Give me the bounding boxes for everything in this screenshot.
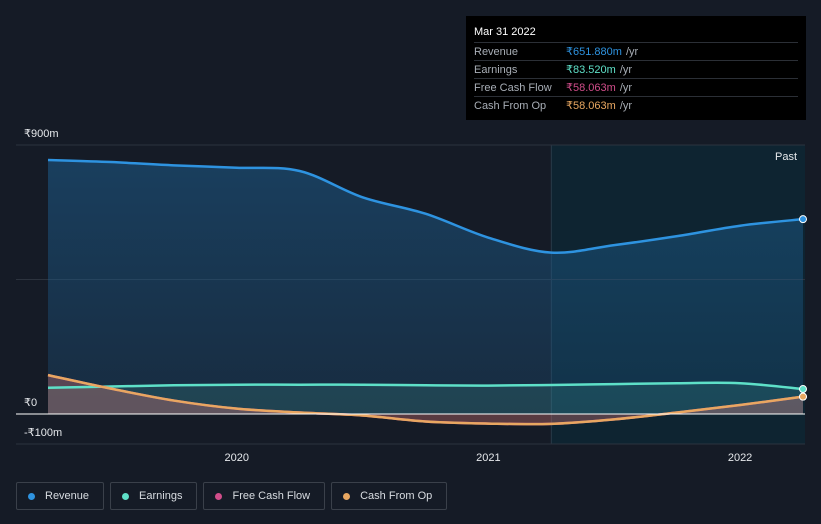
cash-from-op-line: [47, 373, 804, 426]
revenue-line: [47, 158, 804, 254]
tooltip-value: ₹651.880m: [566, 46, 622, 58]
earnings-area: [48, 382, 803, 414]
legend-label: Cash From Op: [360, 490, 433, 502]
cash-from-op-area: [48, 375, 803, 425]
tooltip-label: Cash From Op: [474, 99, 547, 112]
x-tick-label: 2021: [476, 452, 500, 464]
tooltip-label: Revenue: [474, 45, 519, 58]
tooltip-unit: /yr: [619, 99, 633, 112]
earnings-end-point: [799, 385, 807, 394]
past-label: Past: [775, 151, 797, 163]
legend-label: Revenue: [45, 490, 90, 502]
tooltip-unit: /yr: [619, 81, 633, 94]
tooltip-date: Mar 31 2022: [474, 26, 536, 38]
earnings-dot-icon: [122, 492, 130, 500]
y-tick-label: ₹900m: [24, 128, 59, 140]
legend: Revenue Earnings Free Cash Flow Cash Fro…: [16, 482, 448, 510]
x-tick-label: 2020: [225, 452, 249, 464]
revenue-end-point: [799, 215, 807, 224]
tooltip-row-cash-from-op: Cash From Op ₹58.063m /yr: [474, 96, 798, 114]
tooltip-row-revenue: Revenue ₹651.880m /yr: [474, 42, 798, 60]
revenue-area: [48, 159, 803, 414]
legend-label: Earnings: [139, 490, 183, 502]
tooltip-label: Free Cash Flow: [474, 81, 552, 94]
tooltip-unit: /yr: [625, 45, 639, 58]
revenue-dot-icon: [28, 492, 35, 500]
legend-item-earnings[interactable]: Earnings: [110, 482, 198, 510]
legend-item-revenue[interactable]: Revenue: [16, 482, 105, 510]
tooltip-unit: /yr: [619, 63, 633, 76]
cash-from-op-dot-icon: [343, 492, 351, 500]
tooltip-value: ₹83.520m: [566, 64, 616, 76]
legend-item-cash-from-op[interactable]: Cash From Op: [331, 482, 448, 510]
earnings-line: [47, 381, 804, 391]
tooltip-row-earnings: Earnings ₹83.520m /yr: [474, 60, 798, 78]
y-tick-label: ₹0: [24, 397, 37, 409]
legend-label: Free Cash Flow: [232, 490, 311, 502]
tooltip-row-free-cash-flow: Free Cash Flow ₹58.063m /yr: [474, 78, 798, 96]
y-tick-label: -₹100m: [24, 427, 62, 439]
free-cash-flow-area: [48, 375, 803, 425]
tooltip-value: ₹58.063m: [566, 82, 616, 94]
tooltip-label: Earnings: [474, 63, 518, 76]
legend-item-free-cash-flow[interactable]: Free Cash Flow: [203, 482, 326, 510]
cash-from-op-end-point: [799, 392, 807, 401]
tooltip: Mar 31 2022 Revenue ₹651.880m /yr Earnin…: [466, 16, 806, 120]
tooltip-value: ₹58.063m: [566, 100, 616, 112]
x-tick-label: 2022: [728, 452, 752, 464]
free-cash-flow-dot-icon: [215, 492, 223, 500]
